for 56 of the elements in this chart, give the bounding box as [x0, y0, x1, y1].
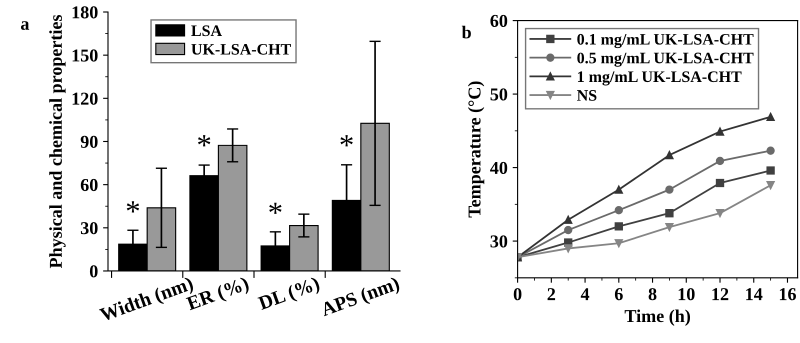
x-tick-label: 10: [678, 288, 695, 300]
annotation: *: [126, 201, 140, 212]
x-tick-label: 14: [746, 288, 762, 300]
point: [614, 206, 623, 214]
annotation: *: [340, 135, 353, 146]
x-tick-label: 4: [580, 288, 590, 300]
legend-label: 0.5 mg/mL UK-LSA-CHT: [577, 52, 754, 67]
y-tick-label: 0: [90, 265, 98, 278]
y-axis-title: Temperature (°C): [468, 81, 484, 218]
point: [766, 166, 775, 175]
y-tick-label: 120: [72, 92, 98, 105]
point: [766, 146, 775, 155]
point: [766, 112, 775, 122]
legend-label: LSA: [191, 25, 222, 36]
legend-label: 0.1 mg/mL UK-LSA-CHT: [577, 34, 754, 48]
x-axis-title: Time (h): [624, 309, 690, 326]
text: a: [20, 21, 30, 30]
legend-label: UK-LSA-CHT: [191, 44, 291, 55]
x-tick-label: APS (nm): [320, 276, 402, 320]
point: [766, 181, 775, 190]
legend-label: 1 mg/mL UK-LSA-CHT: [578, 71, 742, 86]
x-tick-label: DL (%): [257, 276, 322, 314]
y-tick-label: 60: [80, 178, 98, 192]
point: [564, 226, 572, 234]
point: [665, 222, 674, 232]
x-tick-label: 6: [614, 288, 623, 300]
y-axis-title: Physical and chemical properties: [49, 14, 66, 268]
x-tick-label: 12: [712, 288, 728, 300]
x-tick-label: 16: [780, 288, 796, 300]
y-tick-label: 60: [490, 14, 508, 28]
x-tick-label: 8: [648, 288, 656, 300]
legend-label: NS: [577, 90, 596, 101]
annotation: *: [269, 202, 282, 214]
y-tick-label: 180: [72, 6, 98, 18]
text: b: [462, 26, 471, 38]
x-tick-label: 2: [548, 288, 556, 300]
y-tick-label: 90: [80, 136, 98, 148]
annotation: *: [198, 135, 210, 146]
point: [614, 185, 623, 194]
point: [665, 208, 674, 218]
y-tick-label: 30: [80, 222, 98, 234]
point: [716, 127, 724, 136]
point: [564, 216, 572, 224]
y-tick-label: 30: [490, 235, 508, 248]
y-tick-label: 40: [490, 162, 508, 174]
point: [716, 208, 724, 218]
point: [665, 150, 674, 160]
y-tick-label: 150: [72, 49, 98, 62]
point: [716, 178, 724, 188]
x-tick-label: 0: [514, 288, 522, 300]
point: [614, 239, 623, 248]
point: [716, 156, 724, 166]
y-tick-label: 50: [490, 88, 508, 101]
point: [614, 222, 623, 231]
point: [564, 244, 572, 253]
point: [665, 185, 674, 194]
